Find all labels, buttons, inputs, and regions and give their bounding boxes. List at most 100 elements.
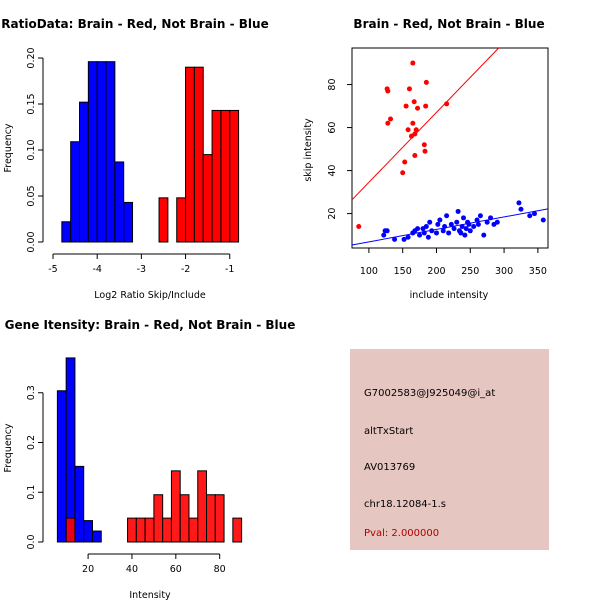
scatter-point-not-brain xyxy=(429,228,435,234)
ratio-y-tick-label: 0.10 xyxy=(26,139,37,160)
intensity-x-tick-label: 20 xyxy=(82,564,94,575)
ratio-bar-0-4 xyxy=(96,61,107,243)
scatter-y-axis: 20 40 60 80 xyxy=(327,79,352,220)
scatter-point-not-brain xyxy=(401,236,407,242)
scatter-point-not-brain xyxy=(417,232,423,238)
ratio-histogram-x-label: Log2 Ratio Skip/Include xyxy=(94,290,206,301)
scatter-point-brain xyxy=(423,103,429,109)
intensity-scatter-panel: Brain - Red, Not Brain - Blue 100 150 200 2… xyxy=(303,17,549,301)
ratio-x-tick-label: -3 xyxy=(137,264,146,275)
scatter-point-not-brain xyxy=(392,236,398,242)
scatter-point-not-brain xyxy=(527,213,533,219)
scatter-point-not-brain xyxy=(466,221,472,227)
scatter-point-not-brain xyxy=(423,223,429,229)
scatter-x-tick-label: 200 xyxy=(427,266,445,277)
scatter-y-label: skip intensity xyxy=(303,118,314,182)
intensity-bar-1-7 xyxy=(179,494,190,543)
scatter-point-not-brain xyxy=(415,226,421,232)
ratio-bar-1-5 xyxy=(211,109,222,243)
intensity-bar-1-6 xyxy=(170,470,181,543)
intensity-bar-0-1 xyxy=(65,357,76,543)
scatter-point-brain xyxy=(421,142,427,148)
intensity-bar-1-11 xyxy=(214,494,225,543)
ratio-y-tick-label: 0.15 xyxy=(26,93,37,114)
scatter-point-not-brain xyxy=(494,219,500,225)
intensity-bar-0-0 xyxy=(56,390,67,543)
intensity-bar-1-3 xyxy=(144,517,155,543)
scatter-point-not-brain xyxy=(531,211,537,217)
intensity-x-tick-label: 40 xyxy=(126,564,138,575)
intensity-bar-1-4 xyxy=(153,494,164,543)
gene-intensity-x-label: Intensity xyxy=(129,590,171,600)
intensity-y-tick-label: 0.1 xyxy=(26,485,37,500)
scatter-point-brain xyxy=(444,101,450,107)
gene-intensity-panel: Gene Itensity: Brain - Red, Not Brain - … xyxy=(3,318,295,600)
intensity-y-tick-label: 0.0 xyxy=(26,534,37,549)
scatter-point-not-brain xyxy=(442,223,448,229)
ratio-y-tick-label: 0.00 xyxy=(26,231,37,252)
fit-line-not-brain xyxy=(351,208,549,246)
scatter-point-not-brain xyxy=(425,234,431,240)
scatter-points xyxy=(356,60,546,242)
ratio-bar-1-7 xyxy=(229,109,240,243)
scatter-fit-lines xyxy=(351,47,549,246)
cluster-text: chr18.12084-1.s xyxy=(364,499,446,510)
scatter-point-not-brain xyxy=(458,230,464,236)
scatter-point-brain xyxy=(415,105,421,111)
scatter-point-brain xyxy=(385,88,391,94)
scatter-y-tick-label: 20 xyxy=(327,208,338,220)
intensity-y-tick-label: 0.2 xyxy=(26,435,37,450)
scatter-point-not-brain xyxy=(435,221,441,227)
event-type-text: altTxStart xyxy=(364,426,413,437)
intensity-bar-0-2 xyxy=(74,465,85,543)
scatter-point-not-brain xyxy=(488,215,494,221)
scatter-point-not-brain xyxy=(448,221,454,227)
scatter-point-brain xyxy=(403,103,409,109)
scatter-point-not-brain xyxy=(381,232,387,238)
scatter-point-brain xyxy=(402,159,408,165)
gene-intensity-bars xyxy=(56,357,243,543)
intensity-bar-0-3 xyxy=(83,520,93,543)
intensity-y-tick-label: 0.3 xyxy=(26,385,37,400)
ratio-bar-0-5 xyxy=(105,61,116,243)
ratio-histogram-panel: RatioData: Brain - Red, Not Brain - Blue… xyxy=(1,17,268,301)
scatter-point-not-brain xyxy=(421,230,427,236)
ratio-x-tick-label: -4 xyxy=(92,264,101,275)
scatter-point-brain xyxy=(406,86,412,92)
scatter-point-not-brain xyxy=(461,215,467,221)
scatter-y-tick-label: 80 xyxy=(327,79,338,91)
ratio-bar-1-4 xyxy=(202,154,213,243)
scatter-point-not-brain xyxy=(440,228,446,234)
scatter-point-not-brain xyxy=(518,206,524,212)
scatter-point-brain xyxy=(413,127,419,133)
intensity-bar-0-4 xyxy=(91,530,102,543)
scatter-point-not-brain xyxy=(484,219,490,225)
ratio-histogram-y-axis: 0.00 0.05 0.10 0.15 0.20 xyxy=(26,47,44,253)
ratio-y-tick-label: 0.20 xyxy=(26,47,37,68)
scatter-x-axis: 100 150 200 250 300 350 xyxy=(360,247,547,277)
scatter-point-brain xyxy=(412,153,418,159)
scatter-point-brain xyxy=(423,79,429,85)
scatter-point-not-brain xyxy=(540,217,546,223)
ratio-bar-0-3 xyxy=(87,61,98,243)
scatter-y-tick-label: 40 xyxy=(327,165,338,177)
scatter-point-not-brain xyxy=(427,219,433,225)
scatter-point-not-brain xyxy=(474,217,480,223)
scatter-point-not-brain xyxy=(475,221,481,227)
intensity-bar-1-10 xyxy=(206,494,216,543)
gene-intensity-title: Gene Itensity: Brain - Red, Not Brain - … xyxy=(5,318,296,332)
scatter-point-not-brain xyxy=(462,232,468,238)
ratio-bar-1-6 xyxy=(220,109,231,243)
accession-text: AV013769 xyxy=(364,462,415,473)
scatter-point-not-brain xyxy=(451,226,457,232)
intensity-bar-1-5 xyxy=(162,517,172,543)
probe-id-text: G7002583@J925049@i_at xyxy=(364,388,495,399)
scatter-point-brain xyxy=(388,116,394,122)
scatter-point-not-brain xyxy=(459,223,465,229)
ratio-x-tick-label: -2 xyxy=(181,264,190,275)
intensity-x-tick-label: 60 xyxy=(170,564,182,575)
ratio-bar-0-0 xyxy=(61,221,72,243)
pval-text: Pval: 2.000000 xyxy=(364,528,439,539)
scatter-point-brain xyxy=(412,131,418,137)
